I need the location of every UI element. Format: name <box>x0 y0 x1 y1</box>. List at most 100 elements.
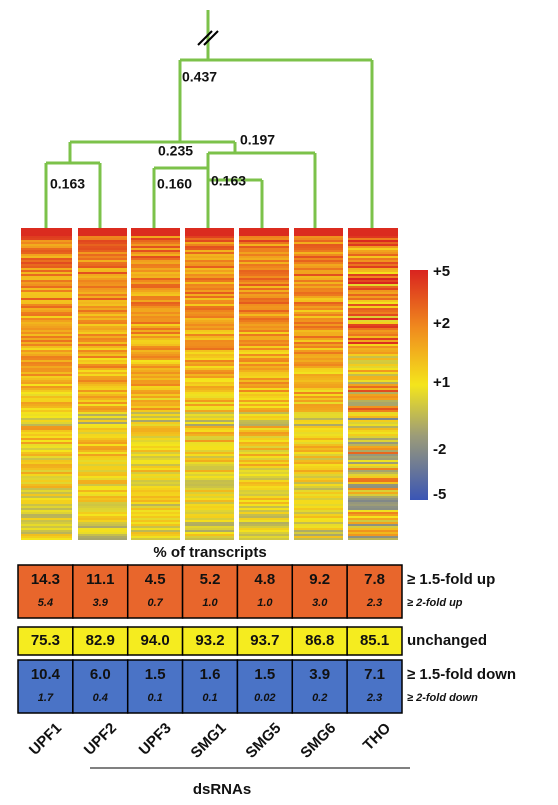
heatmap-row <box>185 520 234 522</box>
heatmap-row <box>185 500 234 502</box>
heatmap-row <box>21 390 72 392</box>
heatmap-row <box>78 332 127 334</box>
heatmap-row <box>294 450 343 452</box>
dendrogram <box>44 10 374 228</box>
heatmap-row <box>294 388 343 390</box>
heatmap-row <box>239 396 289 398</box>
heatmap-row <box>185 336 234 338</box>
heatmap-row <box>185 372 234 374</box>
heatmap-row <box>21 248 72 250</box>
heatmap-row <box>78 234 127 236</box>
heatmap-row <box>294 430 343 432</box>
row-sublabel: ≥ 2-fold up <box>407 597 463 609</box>
heatmap-row <box>348 254 398 256</box>
heatmap-row <box>131 432 180 434</box>
heatmap-row <box>294 466 343 468</box>
heatmap-row <box>78 360 127 362</box>
heatmap-row <box>239 342 289 344</box>
heatmap-row <box>21 516 72 518</box>
heatmap-row <box>131 412 180 414</box>
heatmap-row <box>131 322 180 324</box>
heatmap-row <box>131 404 180 406</box>
heatmap-row <box>78 246 127 248</box>
heatmap-row <box>78 376 127 378</box>
heatmap-row <box>21 474 72 476</box>
heatmap-row <box>21 294 72 296</box>
heatmap-row <box>131 402 180 404</box>
table-cell <box>181 564 239 619</box>
heatmap-row <box>294 280 343 282</box>
heatmap-row <box>348 268 398 270</box>
heatmap-row <box>294 338 343 340</box>
heatmap-row <box>131 508 180 510</box>
heatmap-row <box>294 286 343 288</box>
heatmap-row <box>239 484 289 486</box>
heatmap-row <box>78 396 127 398</box>
heatmap-row <box>239 496 289 498</box>
heatmap-row <box>21 228 72 230</box>
heatmap-row <box>21 324 72 326</box>
heatmap-row <box>348 472 398 474</box>
heatmap-row <box>131 448 180 450</box>
heatmap-row <box>348 502 398 504</box>
heatmap-row <box>239 500 289 502</box>
heatmap-row <box>294 310 343 312</box>
heatmap-row <box>78 248 127 250</box>
heatmap-row <box>294 398 343 400</box>
heatmap-row <box>131 396 180 398</box>
heatmap-row <box>185 496 234 498</box>
heatmap-row <box>239 294 289 296</box>
heatmap-row <box>78 260 127 262</box>
cell-subvalue: 0.7 <box>147 597 163 609</box>
heatmap-row <box>239 268 289 270</box>
heatmap-row <box>131 526 180 528</box>
heatmap-row <box>185 228 234 230</box>
heatmap-row <box>131 522 180 524</box>
heatmap-row <box>78 228 127 230</box>
heatmap-row <box>294 480 343 482</box>
heatmap-row <box>185 434 234 436</box>
heatmap-row <box>239 524 289 526</box>
heatmap-row <box>78 412 127 414</box>
heatmap-row <box>131 458 180 460</box>
heatmap-row <box>131 246 180 248</box>
heatmap-row <box>239 482 289 484</box>
heatmap-row <box>185 256 234 258</box>
heatmap-row <box>294 394 343 396</box>
heatmap-row <box>21 410 72 412</box>
heatmap-row <box>131 264 180 266</box>
heatmap-row <box>348 494 398 496</box>
heatmap-row <box>131 534 180 536</box>
heatmap-row <box>185 502 234 504</box>
heatmap-row <box>348 510 398 512</box>
heatmap-row <box>78 532 127 534</box>
heatmap-row <box>348 438 398 440</box>
table: 14.3 5.4 11.1 3.9 4.5 0.7 5.2 1.0 4.8 1.0 9.2 3.0 7.… <box>17 564 516 762</box>
heatmap-row <box>131 300 180 302</box>
heatmap-row <box>78 456 127 458</box>
heatmap-row <box>21 346 72 348</box>
heatmap-row <box>78 238 127 240</box>
cell-value: 11.1 <box>86 571 114 588</box>
heatmap-row <box>239 236 289 238</box>
heatmap-row <box>239 332 289 334</box>
heatmap-row <box>131 422 180 424</box>
heatmap-row <box>294 248 343 250</box>
heatmap-row <box>239 362 289 364</box>
heatmap-row <box>21 364 72 366</box>
heatmap-row <box>239 438 289 440</box>
heatmap-row <box>239 458 289 460</box>
heatmap-row <box>348 408 398 410</box>
heatmap-row <box>294 392 343 394</box>
heatmap-row <box>294 424 343 426</box>
heatmap-row <box>78 450 127 452</box>
heatmap-row <box>131 442 180 444</box>
heatmap-row <box>348 308 398 310</box>
heatmap-row <box>21 432 72 434</box>
heatmap-row <box>131 296 180 298</box>
cell-subvalue: 0.02 <box>254 692 275 704</box>
heatmap-row <box>239 302 289 304</box>
heatmap-row <box>131 484 180 486</box>
heatmap-row <box>239 346 289 348</box>
column-label: UPF3 <box>136 720 175 759</box>
